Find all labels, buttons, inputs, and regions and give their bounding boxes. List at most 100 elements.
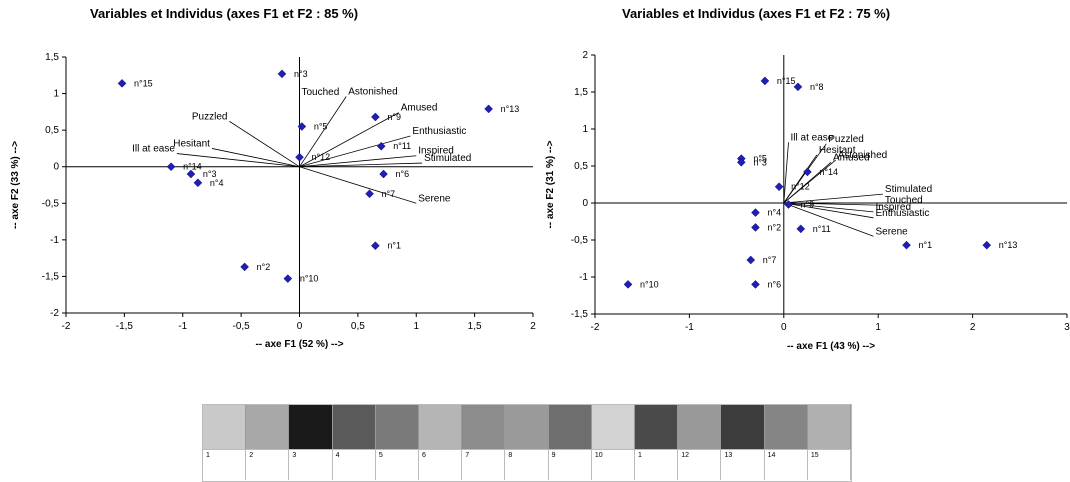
chart-1-vector-line [299, 112, 399, 168]
chart-1-point-label: n°6 [396, 169, 410, 179]
chart-1-vector-line [229, 121, 300, 168]
thumbnail-image [462, 405, 506, 449]
chart-2-x-tick-label: -1 [685, 322, 694, 333]
chart-1-vector-label: Touched [302, 87, 340, 98]
chart-1-x-tick-label: 1 [413, 321, 419, 332]
chart-1-point-label: n°5 [314, 121, 328, 131]
thumbnail-image [505, 405, 549, 449]
chart-1-point [365, 189, 374, 199]
chart-1-y-tick-label: 0,5 [45, 125, 59, 136]
chart-2-point-label: n°8 [810, 82, 824, 92]
chart-2-x-tick-label: 3 [1064, 322, 1070, 333]
chart-2-point [623, 280, 633, 289]
chart-1-y-axis-label: -- axe F2 (33 %) --> [10, 141, 21, 229]
chart-1-vector-label: Enthusiastic [412, 126, 466, 137]
thumbnail-image [721, 405, 765, 449]
chart-2-vector-label: Touched [885, 195, 923, 206]
thumbnail-number: 1 [203, 450, 247, 480]
chart-1-x-tick-label: 0 [297, 321, 303, 332]
chart-2-point-label: n°15 [777, 76, 796, 86]
chart-2-point-label: n°9 [801, 199, 815, 209]
chart-2-point-label: n°11 [813, 224, 831, 234]
chart-1-point-label: n°4 [210, 178, 224, 188]
chart-1-point [376, 141, 386, 151]
thumbnail-number: 14 [765, 450, 808, 480]
thumbnail-number: 4 [333, 450, 376, 480]
thumbnail-image [332, 405, 376, 449]
chart-2-point [736, 157, 746, 167]
chart-2-vector-line [783, 193, 883, 204]
chart-1-vector-label: Ill at ease [132, 144, 175, 155]
chart-2-point-label: n°12 [791, 182, 810, 192]
chart-1-vector-line [299, 96, 347, 167]
chart-2-point [793, 82, 803, 92]
chart-2-point [746, 255, 756, 265]
thumbnail-number: 9 [549, 450, 592, 480]
chart-2-point-label: n°6 [767, 279, 781, 289]
chart-1-point [166, 162, 176, 172]
chart-2-vector-label: Stimulated [885, 184, 932, 195]
chart-2-point-label: n°14 [819, 167, 838, 177]
chart-1-x-tick-label: -1,5 [116, 321, 134, 332]
chart-1-point [379, 169, 388, 179]
chart-1-point-label: n°9 [387, 112, 401, 122]
chart-1-point [297, 122, 307, 131]
chart-1-point [371, 241, 380, 251]
chart-2-point-label: n°1 [919, 240, 933, 250]
thumbnail-image [678, 405, 722, 449]
chart-2-y-tick-label: 1 [582, 124, 588, 135]
chart-1-y-tick-label: 1 [53, 89, 59, 100]
thumbnail-image [203, 405, 247, 449]
chart-2-y-tick-label: 0 [582, 198, 588, 209]
chart-1-vector-line [176, 153, 300, 168]
chart-2-point [751, 208, 760, 217]
chart-1-y-tick-label: -1,5 [42, 271, 60, 282]
chart-1-y-tick-label: 1,5 [45, 52, 59, 63]
chart-2-point-label: n°4 [767, 208, 781, 218]
chart-2-point [796, 224, 806, 234]
thumbnail-number: 12 [678, 450, 722, 480]
chart-1-point-label: n°10 [300, 274, 319, 284]
thumbnail-number: 8 [505, 450, 549, 480]
chart-2-y-tick-label: 2 [582, 50, 588, 61]
chart-1-point-label: n°12 [312, 152, 331, 162]
chart-1-x-tick-label: 2 [530, 321, 536, 332]
chart-1-point [484, 104, 493, 114]
chart-2-vector-label: Serene [875, 226, 908, 237]
chart-2-y-tick-label: 0,5 [574, 161, 588, 172]
thumbnail-number: 6 [419, 450, 463, 480]
chart-2-point-label: n°13 [999, 240, 1018, 250]
chart-1-y-tick-label: -0,5 [42, 198, 60, 209]
chart-2-point [751, 223, 760, 232]
chart-2-x-axis-label: -- axe F1 (43 %) --> [787, 341, 875, 352]
chart-1-vector-line [299, 155, 417, 168]
chart-1-vector-line [299, 166, 417, 204]
chart-2-vector-line [783, 202, 874, 237]
chart-1-vector-label: Amused [401, 103, 438, 114]
chart-1-point-label: n°13 [501, 104, 520, 114]
thumbnail-number: 2 [246, 450, 290, 480]
chart-2-y-tick-label: -0,5 [571, 235, 589, 246]
chart-2-point [751, 280, 760, 289]
chart-2-vector-line [783, 202, 883, 206]
chart-2-y-tick-label: 1,5 [574, 87, 588, 98]
chart-1-x-tick-label: -1 [178, 321, 187, 332]
chart-1-x-tick-label: -0,5 [233, 321, 251, 332]
chart-2-vector-label: Amused [833, 152, 870, 163]
chart-1-vector-label: Inspired [418, 146, 454, 157]
chart-1-y-tick-label: 0 [53, 162, 59, 173]
chart-1-vector-line [299, 135, 411, 168]
chart-1-point-label: n°2 [257, 262, 271, 272]
chart-2-x-tick-label: -2 [591, 322, 600, 333]
chart-2-vector-line [783, 142, 789, 204]
image-strip: 1 2 3 4 5 6 7 8 9 10 1 12 13 14 15 [202, 404, 852, 482]
chart-2-x-tick-label: 2 [970, 322, 976, 333]
thumbnail-number: 1 [635, 450, 679, 480]
chart-1-vector-line [211, 148, 300, 168]
chart-1-x-tick-label: 1,5 [468, 321, 482, 332]
thumbnail-number: 13 [721, 450, 765, 480]
chart-2-vector-line [783, 154, 818, 204]
biplot-area: -2 -1,5 -1 -0,5 0 0,5 1 1,5 2 -2 -1,5 -1 -0,5 0 0,5 1 1,… [10, 50, 1070, 352]
thumbnail-image [635, 405, 679, 449]
chart-1-y-tick-label: -2 [50, 308, 59, 319]
